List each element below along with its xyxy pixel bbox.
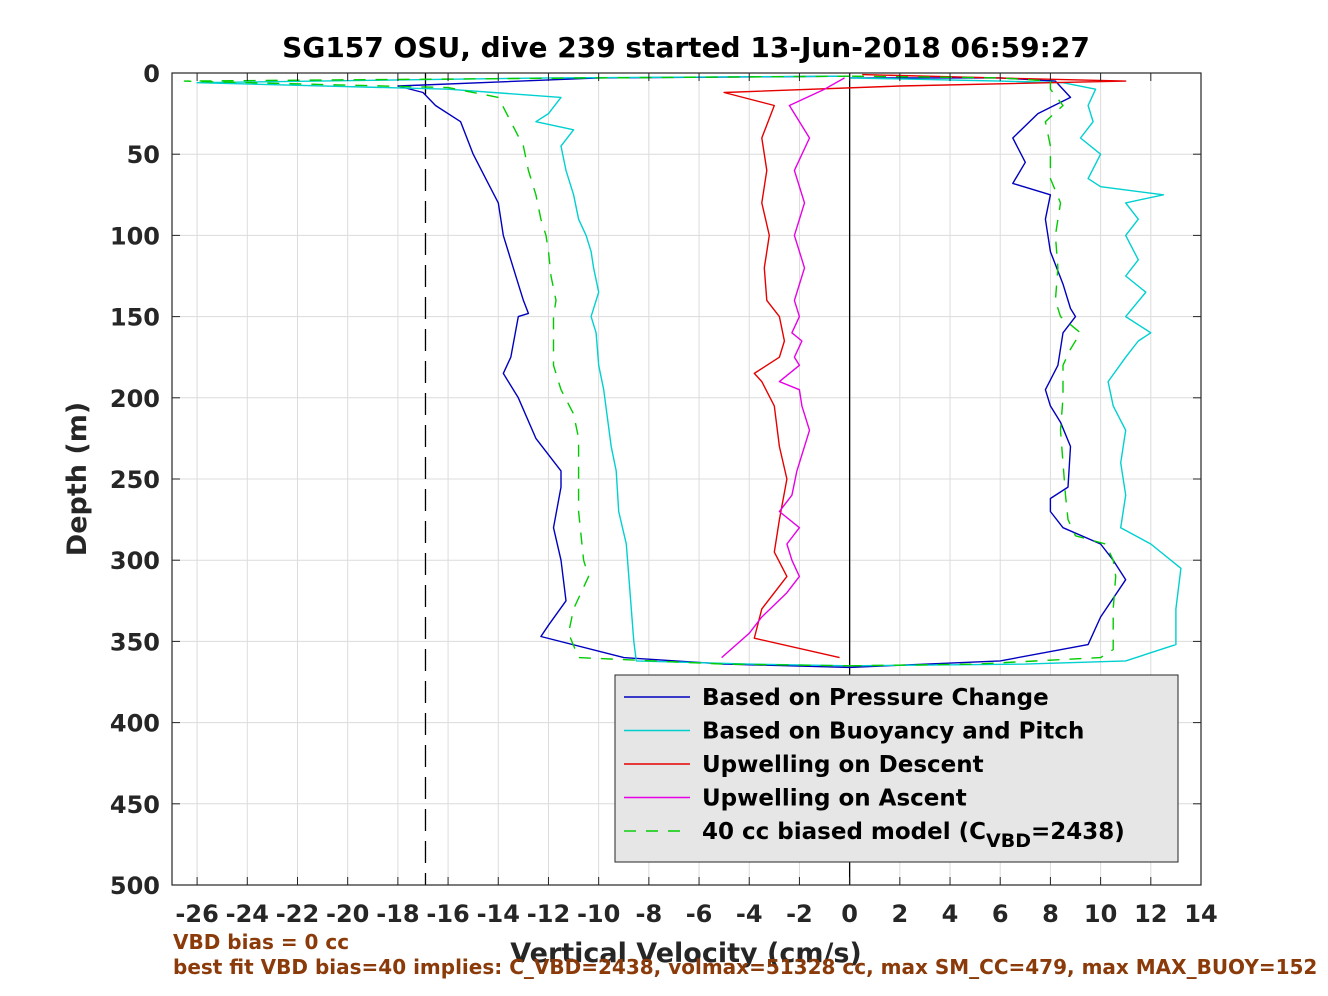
legend-label-suffix: =2438)	[1031, 819, 1125, 845]
plot-area	[183, 73, 1182, 669]
chart-title: SG157 OSU, dive 239 started 13-Jun-2018 …	[282, 31, 1090, 64]
x-tick-label: -22	[276, 900, 319, 928]
x-tick-label: 0	[841, 900, 858, 928]
best-fit-note: best fit VBD bias=40 implies: C_VBD=2438…	[173, 955, 1318, 979]
x-axis-label: Vertical Velocity (cm/s)	[510, 938, 862, 969]
y-tick-label: 0	[143, 60, 160, 88]
y-tick-label: 200	[110, 385, 160, 413]
y-tick-label: 100	[110, 222, 160, 250]
x-tick-label: -16	[426, 900, 469, 928]
series-line-4	[849, 75, 1117, 667]
legend: Based on Pressure Change Based on Buoyanc…	[614, 674, 1179, 863]
x-tick-label: -20	[326, 900, 369, 928]
series-line-0	[849, 77, 1127, 669]
x-tick-label: 12	[1134, 900, 1167, 928]
x-axis-ticks: -26 -24 -22 -20 -18 -16 -14 -12 -10 -8 -6 -4 -2 0 2 4 6 8…	[175, 73, 1218, 928]
vbd-bias-note: VBD bias = 0 cc	[173, 930, 350, 954]
x-tick-label: -10	[577, 900, 620, 928]
y-tick-label: 450	[110, 791, 160, 819]
x-tick-label: 10	[1084, 900, 1117, 928]
x-tick-label: -6	[686, 900, 713, 928]
legend-label-subscript: VBD	[986, 830, 1031, 852]
x-tick-label: 14	[1184, 900, 1217, 928]
series-line-4	[183, 75, 850, 667]
series-line-0	[397, 75, 850, 669]
legend-label: Based on Pressure Change	[702, 685, 1049, 711]
x-tick-label: -24	[226, 900, 269, 928]
y-tick-label: 400	[110, 710, 160, 738]
series-line-1	[196, 75, 850, 667]
x-tick-label: -26	[175, 900, 218, 928]
x-tick-label: -12	[527, 900, 570, 928]
x-tick-label: -14	[477, 900, 520, 928]
y-tick-label: 350	[110, 628, 160, 656]
x-tick-label: 8	[1042, 900, 1059, 928]
legend-label: Upwelling on Descent	[702, 752, 984, 778]
y-tick-label: 500	[110, 872, 160, 900]
legend-label-prefix: 40 cc biased model (C	[702, 819, 986, 845]
x-tick-label: 2	[891, 900, 908, 928]
y-axis-label: Depth (m)	[62, 402, 93, 556]
legend-label: Upwelling on Ascent	[702, 786, 967, 812]
series-line-1	[849, 77, 1182, 667]
y-tick-label: 250	[110, 466, 160, 494]
x-tick-label: -2	[786, 900, 813, 928]
x-tick-label: 6	[992, 900, 1009, 928]
legend-label: 40 cc biased model (CVBD=2438)	[702, 819, 1125, 852]
legend-label: Based on Buoyancy and Pitch	[702, 719, 1084, 745]
y-tick-label: 50	[127, 141, 160, 169]
series-line-2	[723, 73, 1127, 659]
legend-box	[614, 674, 1179, 863]
x-tick-label: -8	[636, 900, 663, 928]
y-tick-label: 150	[110, 304, 160, 332]
series-line-3	[721, 77, 845, 659]
x-tick-label: -4	[736, 900, 763, 928]
x-tick-label: 4	[942, 900, 959, 928]
x-tick-label: -18	[376, 900, 419, 928]
y-tick-label: 300	[110, 547, 160, 575]
y-axis-ticks: 0 50 100 150 200 250 300 350 400 450 500	[110, 60, 1201, 900]
